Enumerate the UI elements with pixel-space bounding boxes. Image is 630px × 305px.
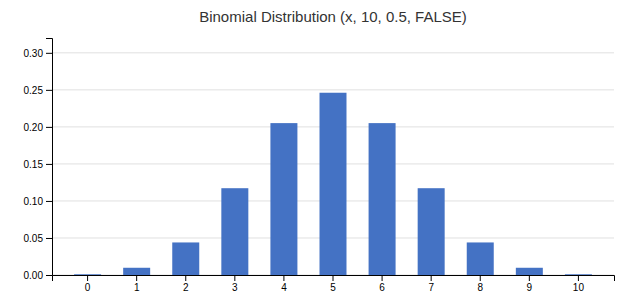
x-tick-mark — [234, 275, 235, 281]
y-tick-mark — [46, 201, 52, 202]
bar — [320, 93, 347, 275]
bar — [467, 242, 494, 275]
y-tick-mark — [46, 127, 52, 128]
y-tick: 0.00 — [24, 270, 52, 281]
x-tick-mark — [136, 275, 137, 281]
y-axis-line — [46, 39, 53, 276]
bar — [565, 274, 592, 275]
y-tick: 0.20 — [24, 122, 52, 133]
y-tick-label: 0.15 — [24, 159, 44, 170]
grid — [52, 53, 614, 275]
x-tick: 8 — [477, 275, 483, 293]
y-tick-label: 0.10 — [24, 196, 44, 207]
x-tick-mark — [529, 275, 530, 281]
grid-line — [52, 89, 614, 90]
y-tick-label: 0.05 — [24, 233, 44, 244]
y-tick-label: 0.00 — [24, 270, 44, 281]
y-tick-mark — [46, 275, 52, 276]
y-axis: 0.00 0.05 0.10 0.15 0.20 0.25 0.30 — [24, 39, 53, 281]
y-tick-mark — [46, 53, 52, 54]
y-tick-mark — [46, 238, 52, 239]
y-tick: 0.25 — [24, 85, 52, 96]
bar — [123, 268, 150, 275]
x-tick-mark — [283, 275, 284, 281]
x-tick-mark — [185, 275, 186, 281]
bar — [270, 123, 297, 275]
x-tick-mark — [578, 275, 579, 281]
bar — [369, 123, 396, 275]
x-tick-label: 3 — [232, 282, 238, 293]
bar — [172, 242, 199, 275]
x-tick-label: 2 — [183, 282, 189, 293]
y-tick: 0.05 — [24, 233, 52, 244]
y-tick-label: 0.30 — [24, 48, 44, 59]
x-tick-mark — [87, 275, 88, 281]
x-tick-mark — [382, 275, 383, 281]
x-tick: 6 — [379, 275, 385, 293]
x-tick-label: 8 — [477, 282, 483, 293]
x-tick: 0 — [85, 275, 91, 293]
x-tick-label: 0 — [85, 282, 91, 293]
y-tick-mark — [46, 164, 52, 165]
x-tick-label: 5 — [330, 282, 336, 293]
x-tick-label: 9 — [527, 282, 533, 293]
x-tick: 1 — [134, 275, 140, 293]
y-tick-label: 0.20 — [24, 122, 44, 133]
y-tick-label: 0.25 — [24, 85, 44, 96]
y-tick: 0.10 — [24, 196, 52, 207]
plot-area: 0.00 0.05 0.10 0.15 0.20 0.25 0.30 0 1 2 3 4 5 6 7 8 9 10 — [24, 39, 615, 294]
x-tick-mark — [333, 275, 334, 281]
x-tick-label: 1 — [134, 282, 140, 293]
x-axis: 0 1 2 3 4 5 6 7 8 9 10 — [53, 275, 615, 293]
x-tick: 4 — [281, 275, 287, 293]
chart: 0.00 0.05 0.10 0.15 0.20 0.25 0.30 0 1 2 3 4 5 6 7 8 9 10… — [0, 0, 630, 305]
x-tick-label: 4 — [281, 282, 287, 293]
x-tick: 10 — [573, 275, 585, 293]
x-tick-mark — [431, 275, 432, 281]
y-tick-mark — [46, 90, 52, 91]
x-tick: 9 — [527, 275, 533, 293]
bar — [74, 274, 101, 275]
x-tick-mark — [480, 275, 481, 281]
x-tick-label: 6 — [379, 282, 385, 293]
bar — [418, 188, 445, 275]
bars — [74, 93, 592, 275]
bar — [516, 268, 543, 275]
x-tick: 3 — [232, 275, 238, 293]
x-tick-label: 7 — [428, 282, 434, 293]
y-tick: 0.15 — [24, 159, 52, 170]
x-tick: 5 — [330, 275, 336, 293]
x-axis-line — [53, 276, 615, 282]
grid-line — [52, 52, 614, 53]
bar — [221, 188, 248, 275]
x-tick: 7 — [428, 275, 434, 293]
y-tick: 0.30 — [24, 48, 52, 59]
x-tick: 2 — [183, 275, 189, 293]
x-tick-label: 10 — [573, 282, 585, 293]
title: Binomial Distribution (x, 10, 0.5, FALSE… — [199, 8, 467, 25]
